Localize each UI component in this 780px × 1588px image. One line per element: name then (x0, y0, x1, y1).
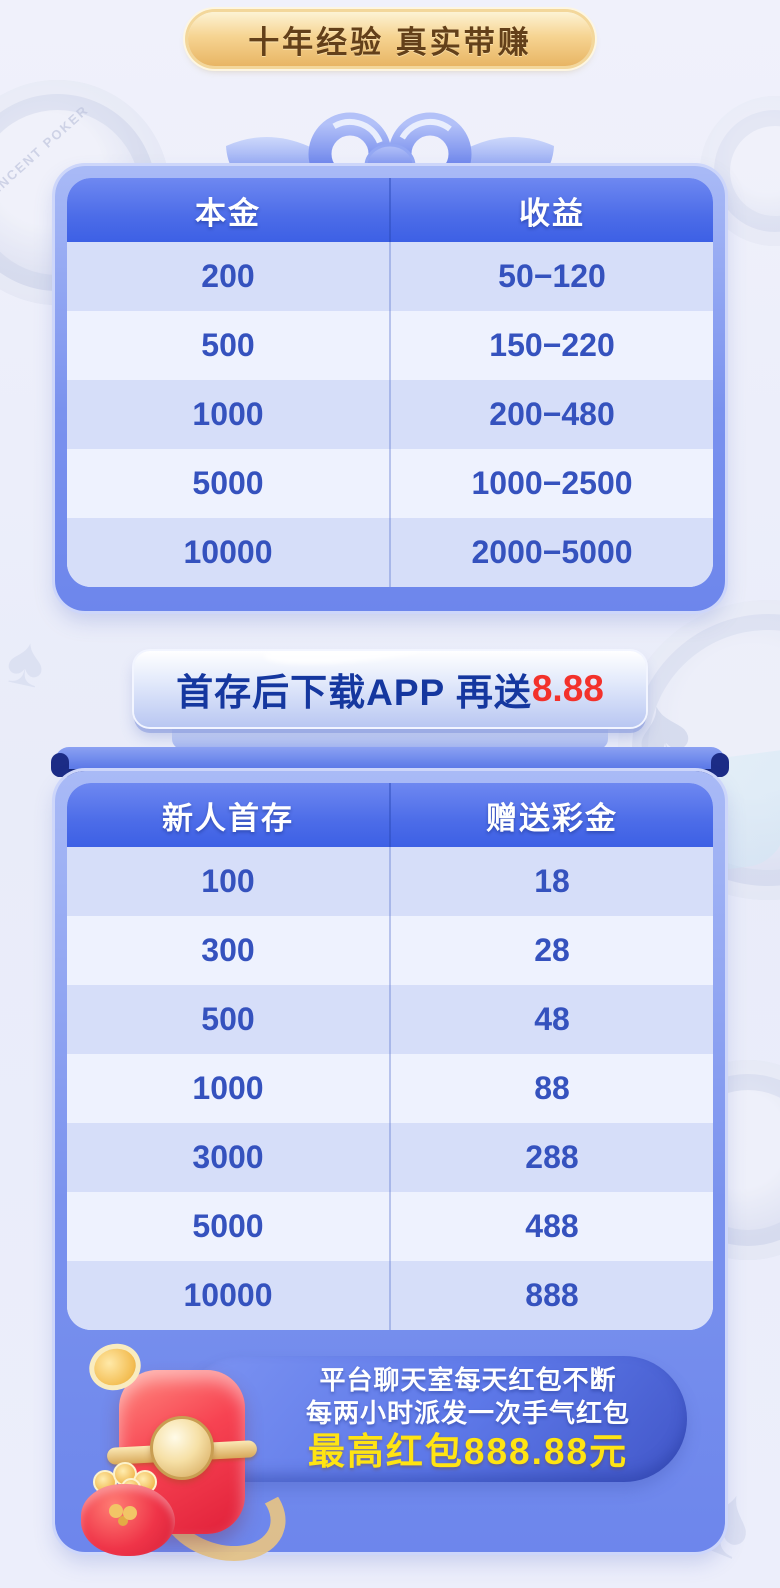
table-row: 10000 2000−5000 (67, 518, 713, 587)
earnings-value: 50−120 (389, 242, 713, 311)
bonus-value: 88 (389, 1054, 713, 1123)
table-row: 3000 288 (67, 1123, 713, 1192)
promo-line-2: 每两小时派发一次手气红包 (305, 1398, 630, 1428)
deposit-value: 1000 (192, 1070, 264, 1106)
banner-section: 首存后下载APP 再送 8.88 (0, 651, 780, 749)
bonus-value: 288 (389, 1123, 713, 1192)
table-row: 300 28 (67, 916, 713, 985)
header-first-deposit: 新人首存 (162, 800, 294, 836)
bonus-value: 488 (389, 1192, 713, 1261)
table-row: 500 150−220 (67, 311, 713, 380)
table-row: 1000 200−480 (67, 380, 713, 449)
deposit-value: 100 (201, 863, 255, 899)
earnings-value: 2000−5000 (389, 518, 713, 587)
table-row: 5000 1000−2500 (67, 449, 713, 518)
bonus-value: 48 (389, 985, 713, 1054)
earnings-table-header: 本金 收益 (67, 178, 713, 242)
table-row: 5000 488 (67, 1192, 713, 1261)
banner-pedestal (172, 723, 608, 749)
experience-badge-label: 十年经验 真实带赚 (248, 24, 532, 60)
table-row: 1000 88 (67, 1054, 713, 1123)
principal-value: 5000 (192, 465, 264, 501)
deposit-value: 300 (201, 932, 255, 968)
earnings-value: 150−220 (389, 311, 713, 380)
deposit-bonus-section: 新人首存 赠送彩金 100 18 300 28 500 48 1000 88 (55, 771, 725, 1577)
red-packet-promo-pill: 平台聊天室每天红包不断 每两小时派发一次手气红包 最高红包888.88元 (179, 1356, 687, 1482)
earnings-value: 200−480 (389, 380, 713, 449)
principal-value: 10000 (183, 534, 273, 570)
deposit-value: 3000 (192, 1139, 264, 1175)
banner-label: 首存后下载APP 再送 (176, 672, 532, 713)
bonus-value: 888 (389, 1261, 713, 1330)
download-app-banner-button[interactable]: 首存后下载APP 再送 8.88 (134, 651, 646, 727)
bonus-value: 28 (389, 916, 713, 985)
deposit-value: 5000 (192, 1208, 264, 1244)
banner-bonus-amount: 8.88 (531, 668, 604, 709)
table-row: 100 18 (67, 847, 713, 916)
table-row: 500 48 (67, 985, 713, 1054)
promo-line-1: 平台聊天室每天红包不断 (319, 1365, 617, 1395)
header-principal: 本金 (195, 195, 261, 231)
red-packet-promo: 平台聊天室每天红包不断 每两小时派发一次手气红包 最高红包888.88元 (67, 1337, 713, 1577)
principal-value: 1000 (192, 396, 264, 432)
deposit-bonus-table-body: 新人首存 赠送彩金 100 18 300 28 500 48 1000 88 (67, 783, 713, 1330)
earnings-value: 1000−2500 (389, 449, 713, 518)
table-row: 10000 888 (67, 1261, 713, 1330)
deposit-bonus-table-header: 新人首存 赠送彩金 (67, 783, 713, 847)
promo-max-amount: 最高红包888.88元 (307, 1431, 629, 1472)
principal-value: 200 (201, 258, 255, 294)
earnings-table: 本金 收益 200 50−120 500 150−220 1000 200−48… (55, 166, 725, 611)
deposit-value: 10000 (183, 1277, 273, 1313)
experience-badge: 十年经验 真实带赚 (188, 12, 592, 66)
table-row: 200 50−120 (67, 242, 713, 311)
earnings-table-section: 本金 收益 200 50−120 500 150−220 1000 200−48… (55, 112, 725, 611)
principal-value: 500 (201, 327, 255, 363)
header-earnings: 收益 (389, 178, 713, 242)
red-envelope-icon (81, 1337, 299, 1577)
gold-seal (150, 1416, 214, 1480)
deposit-bonus-table: 新人首存 赠送彩金 100 18 300 28 500 48 1000 88 (55, 771, 725, 1577)
header-bonus: 赠送彩金 (389, 783, 713, 847)
earnings-table-body: 本金 收益 200 50−120 500 150−220 1000 200−48… (67, 178, 713, 587)
gold-bow-knot (109, 1504, 123, 1518)
money-bag-icon (81, 1462, 177, 1556)
bonus-value: 18 (389, 847, 713, 916)
deposit-value: 500 (201, 1001, 255, 1037)
money-bag-body (81, 1484, 175, 1556)
